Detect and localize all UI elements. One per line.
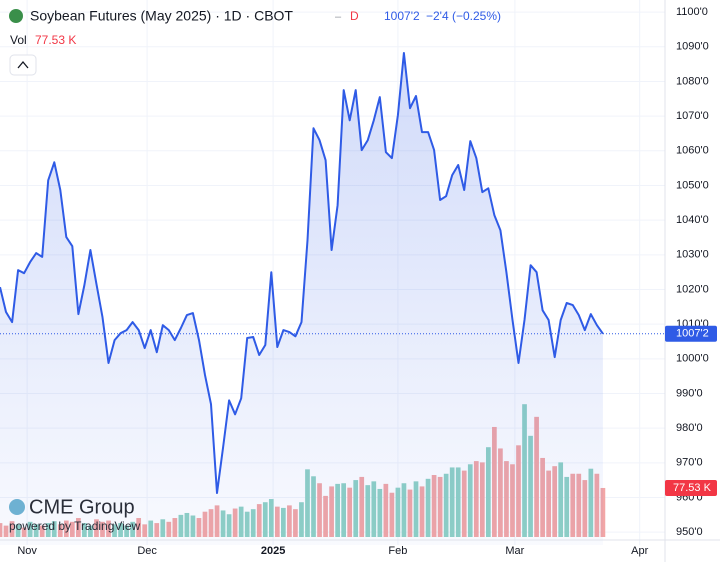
last-price-label: 1007'2 (676, 328, 709, 340)
y-tick-label: 970'0 (676, 457, 703, 469)
y-tick-label: 1050'0 (676, 179, 709, 191)
vol-value: 77.53 K (35, 33, 76, 47)
y-tick-label: 1100'0 (676, 6, 708, 18)
y-tick-label: 1030'0 (676, 249, 709, 261)
symbol-title: Soybean Futures (May 2025) · 1D · CBOT (30, 8, 293, 24)
x-tick-label: Apr (631, 545, 648, 557)
last-price: 1007'2 (384, 9, 420, 23)
dash: – (335, 11, 342, 23)
y-tick-label: 1080'0 (676, 75, 709, 87)
volume-bar (600, 487, 606, 537)
chevron (17, 60, 29, 69)
x-tick-label: Mar (505, 545, 524, 557)
y-tick-label: 990'0 (676, 387, 703, 399)
change: −2'4 (426, 9, 449, 23)
y-tick-label: 1070'0 (676, 110, 709, 122)
y-tick-label: 1060'0 (676, 145, 709, 157)
y-tick-label: 1040'0 (676, 214, 709, 226)
x-tick-label: Dec (137, 545, 157, 557)
y-tick-label: 980'0 (676, 422, 703, 434)
y-tick-label: 1020'0 (676, 283, 709, 295)
change-pct: (−0.25%) (452, 9, 501, 23)
x-tick-label: Feb (388, 545, 407, 557)
logo-mark (9, 499, 25, 515)
x-tick-label: 2025 (261, 545, 285, 557)
logo-text: CME Group (29, 496, 135, 518)
price-area (0, 53, 603, 545)
price-line (0, 52, 604, 494)
y-tick-label: 950'0 (676, 526, 703, 538)
market-flag: D (350, 9, 359, 23)
last-volume-label: 77.53 K (673, 482, 712, 494)
last-price-box (665, 325, 717, 342)
symbol-icon (9, 9, 23, 23)
powered-by: powered by TradingView (9, 519, 141, 533)
collapse-button[interactable] (9, 54, 37, 76)
y-tick-label: 1000'0 (676, 353, 709, 365)
y-tick-label: 1090'0 (676, 41, 709, 53)
last-volume-box (665, 479, 717, 496)
x-tick-label: Nov (17, 545, 37, 557)
vol-title: Vol (10, 33, 27, 47)
